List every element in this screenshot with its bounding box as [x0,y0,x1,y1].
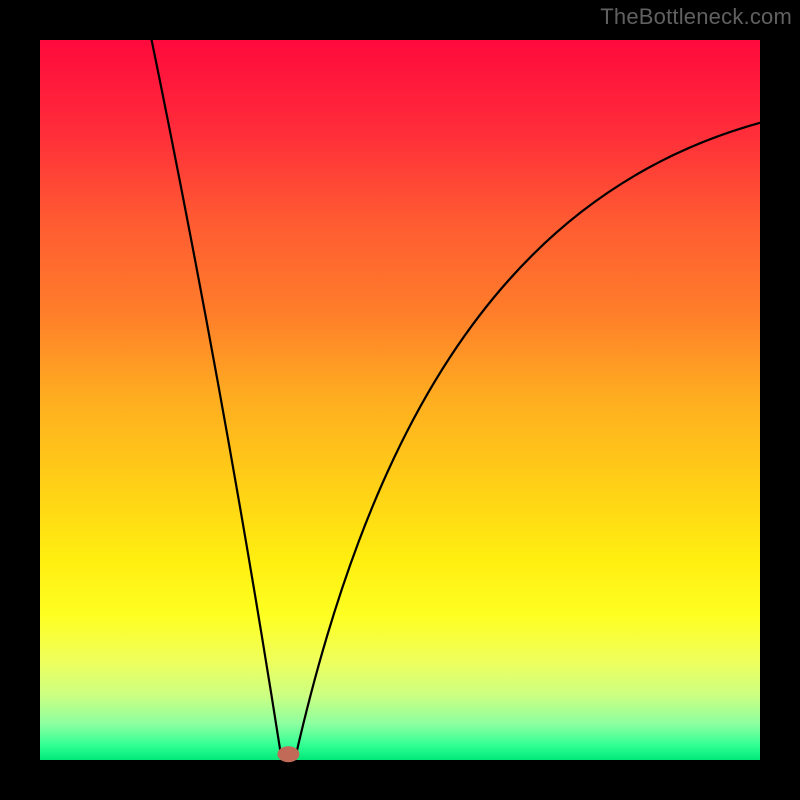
bottleneck-chart [0,0,800,800]
minimum-marker [277,746,299,762]
chart-plot-area [40,40,760,760]
chart-container: TheBottleneck.com [0,0,800,800]
watermark-text: TheBottleneck.com [600,4,792,30]
